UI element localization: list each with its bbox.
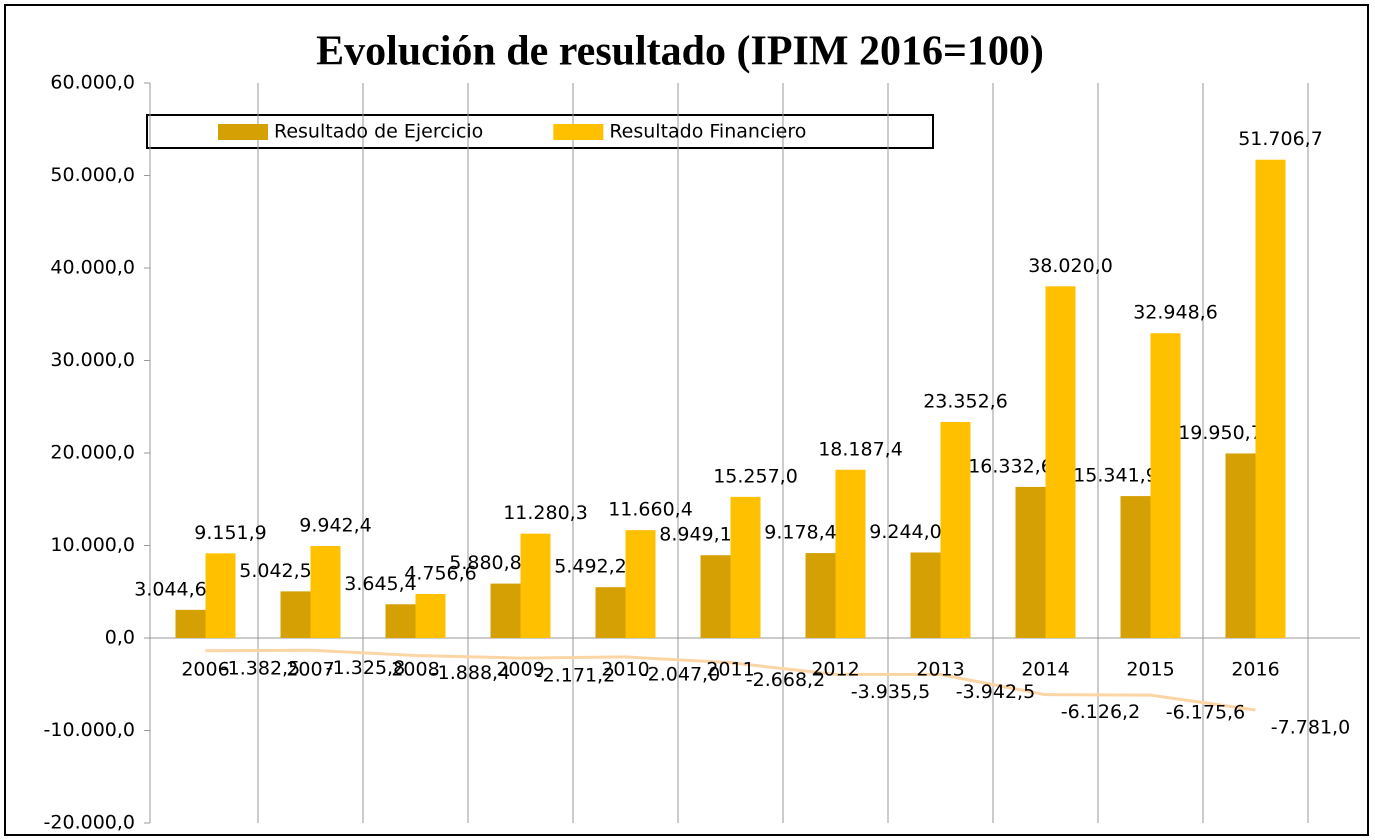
bar bbox=[730, 496, 761, 638]
bar bbox=[1255, 159, 1286, 639]
data-label: -1.382,5 bbox=[221, 657, 300, 679]
bar bbox=[805, 553, 836, 638]
data-label: -6.175,6 bbox=[1166, 702, 1245, 724]
data-label: 9.244,0 bbox=[869, 521, 942, 543]
y-tick-label: -10.000,0 bbox=[44, 719, 135, 741]
bar bbox=[310, 546, 341, 638]
data-label: 15.341,9 bbox=[1073, 465, 1158, 487]
data-label: 9.942,4 bbox=[299, 515, 372, 537]
data-label: -2.047,0 bbox=[641, 663, 720, 685]
data-label: 51.706,7 bbox=[1238, 128, 1323, 150]
data-label: 5.492,2 bbox=[554, 556, 627, 578]
bar bbox=[595, 587, 626, 638]
bar bbox=[1015, 486, 1046, 638]
data-label: 9.178,4 bbox=[764, 522, 837, 544]
data-label: 9.151,9 bbox=[194, 522, 267, 544]
bar bbox=[520, 533, 551, 638]
bar bbox=[1045, 286, 1076, 638]
bar bbox=[280, 591, 311, 638]
data-label: 8.949,1 bbox=[659, 524, 732, 546]
data-label: 11.660,4 bbox=[608, 499, 693, 521]
bar bbox=[415, 594, 446, 638]
data-label: 3.645,4 bbox=[344, 573, 417, 595]
legend-label: Resultado de Ejercicio bbox=[274, 121, 483, 143]
data-label: -6.126,2 bbox=[1061, 701, 1140, 723]
x-tick-label: 2010 bbox=[601, 659, 649, 681]
x-tick-label: 2016 bbox=[1231, 659, 1279, 681]
bar bbox=[835, 469, 866, 638]
bar bbox=[625, 530, 656, 638]
x-tick-label: 2009 bbox=[496, 659, 544, 681]
bar bbox=[940, 421, 971, 638]
data-label: -1.888,4 bbox=[431, 662, 510, 684]
x-tick-label: 2008 bbox=[391, 659, 439, 681]
data-label: 15.257,0 bbox=[713, 465, 798, 487]
y-tick-label: 0,0 bbox=[105, 627, 135, 649]
bar bbox=[205, 553, 236, 638]
bar bbox=[1150, 333, 1181, 638]
y-tick-label: 50.000,0 bbox=[50, 164, 135, 186]
bar bbox=[490, 583, 521, 638]
data-label: 4.756,6 bbox=[404, 563, 477, 585]
data-label: -7.781,0 bbox=[1271, 716, 1350, 738]
bar bbox=[1120, 496, 1151, 638]
bar bbox=[910, 552, 941, 638]
x-tick-label: 2012 bbox=[811, 659, 859, 681]
bar bbox=[385, 604, 416, 638]
y-tick-label: 10.000,0 bbox=[50, 534, 135, 556]
x-tick-label: 2015 bbox=[1126, 659, 1174, 681]
legend-box bbox=[146, 114, 934, 149]
legend-label: Resultado Financiero bbox=[609, 121, 806, 143]
data-label: 16.332,6 bbox=[968, 455, 1053, 477]
y-tick-label: 40.000,0 bbox=[50, 257, 135, 279]
x-tick-label: 2011 bbox=[706, 659, 754, 681]
y-tick-label: 60.000,0 bbox=[50, 72, 135, 94]
legend-swatch bbox=[218, 124, 268, 140]
y-tick-label: -20.000,0 bbox=[44, 812, 135, 834]
data-label: 19.950,7 bbox=[1178, 422, 1263, 444]
y-tick-label: 20.000,0 bbox=[50, 442, 135, 464]
line bbox=[205, 648, 1256, 712]
data-label: 5.880,8 bbox=[449, 552, 522, 574]
data-label: 38.020,0 bbox=[1028, 255, 1113, 277]
data-label: -1.325,8 bbox=[326, 657, 405, 679]
bar bbox=[175, 609, 206, 638]
data-label: 11.280,3 bbox=[503, 502, 588, 524]
chart-title: Evolución de resultado (IPIM 2016=100) bbox=[316, 29, 1044, 75]
data-label: 3.044,6 bbox=[134, 578, 207, 600]
data-label: -3.942,5 bbox=[956, 681, 1035, 703]
x-tick-label: 2006 bbox=[181, 659, 229, 681]
data-label: 23.352,6 bbox=[923, 390, 1008, 412]
data-label: -3.935,5 bbox=[851, 681, 930, 703]
y-tick-label: 30.000,0 bbox=[50, 349, 135, 371]
legend-swatch bbox=[553, 124, 604, 140]
data-label: 32.948,6 bbox=[1133, 302, 1218, 324]
x-tick-label: 2013 bbox=[916, 659, 964, 681]
data-label: -2.668,2 bbox=[746, 669, 825, 691]
data-label: 5.042,5 bbox=[239, 560, 312, 582]
data-label: -2.171,2 bbox=[536, 665, 615, 687]
bar bbox=[1225, 453, 1256, 638]
x-tick-label: 2014 bbox=[1021, 659, 1069, 681]
data-label: 18.187,4 bbox=[818, 438, 903, 460]
x-tick-label: 2007 bbox=[286, 659, 334, 681]
bar bbox=[700, 555, 731, 638]
